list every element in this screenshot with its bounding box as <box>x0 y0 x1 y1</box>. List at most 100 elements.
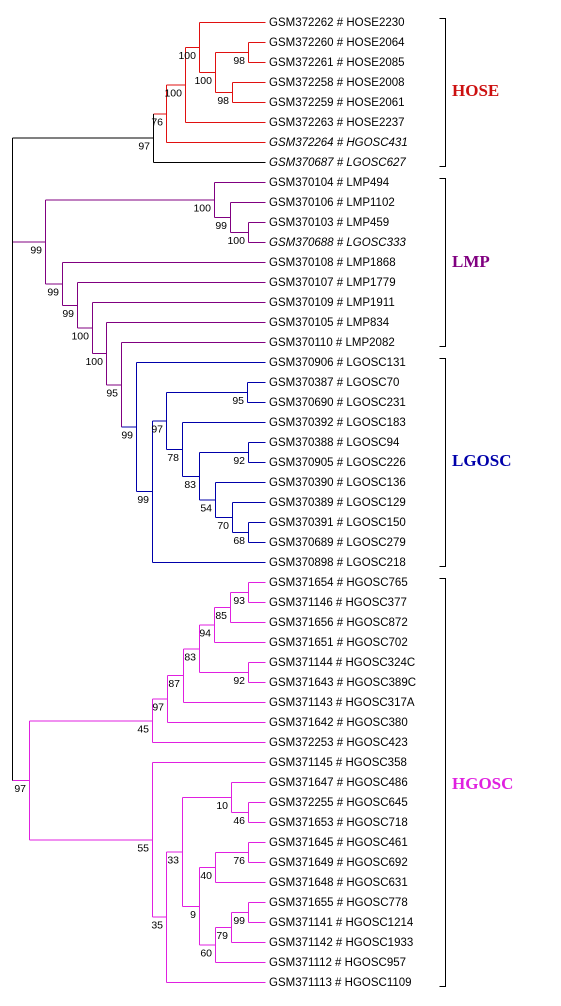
leaf-label: GSM371113 # HGOSC1109 <box>269 977 412 989</box>
leaf-label: GSM372263 # HOSE2237 <box>269 117 405 129</box>
group-label-hgosc: HGOSC <box>452 774 513 793</box>
leaf-label: GSM370105 # LMP834 <box>269 317 390 329</box>
bootstrap-value: 95 <box>106 387 118 399</box>
leaf-label: GSM371649 # HGOSC692 <box>269 857 408 869</box>
leaf-label: GSM371651 # HGOSC702 <box>269 637 408 649</box>
leaf-label: GSM370392 # LGOSC183 <box>269 417 406 429</box>
bootstrap-value: 87 <box>168 678 180 690</box>
leaf-label: GSM371642 # HGOSC380 <box>269 717 408 729</box>
leaf-label: GSM370107 # LMP1779 <box>269 277 396 289</box>
leaf-label: GSM370687 # LGOSC627 <box>269 157 406 169</box>
bootstrap-value: 33 <box>167 854 179 866</box>
leaf-label: GSM372264 # HGOSC431 <box>269 137 408 149</box>
bootstrap-value: 55 <box>137 842 149 854</box>
bootstrap-value: 83 <box>184 651 196 663</box>
leaf-label: GSM371654 # HGOSC765 <box>269 577 408 589</box>
leaf-label: GSM371648 # HGOSC631 <box>269 877 408 889</box>
group-bracket <box>439 358 446 567</box>
bootstrap-value: 54 <box>200 503 212 515</box>
leaf-label: GSM370898 # LGOSC218 <box>269 557 406 569</box>
bootstrap-value: 99 <box>30 244 42 256</box>
group-label-lgosc: LGOSC <box>452 451 512 470</box>
bootstrap-value: 100 <box>227 235 245 247</box>
leaf-label: GSM372258 # HOSE2008 <box>269 77 405 89</box>
leaf-label: GSM370390 # LGOSC136 <box>269 477 406 489</box>
leaf-label: GSM370391 # LGOSC150 <box>269 517 406 529</box>
bootstrap-value: 92 <box>233 455 245 467</box>
bootstrap-value: 100 <box>71 331 89 343</box>
leaf-label: GSM370388 # LGOSC94 <box>269 437 400 449</box>
bootstrap-value: 98 <box>233 55 245 67</box>
group-bracket <box>439 178 446 347</box>
bootstrap-value: 70 <box>217 520 229 532</box>
group-brackets <box>439 18 446 987</box>
leaf-label: GSM370905 # LGOSC226 <box>269 457 406 469</box>
leaf-label: GSM371653 # HGOSC718 <box>269 817 408 829</box>
bootstrap-value: 100 <box>178 50 196 62</box>
bootstrap-value: 97 <box>151 423 163 435</box>
group-label-lmp: LMP <box>452 252 490 271</box>
leaf-label: GSM371656 # HGOSC872 <box>269 617 408 629</box>
bootstrap-value: 100 <box>194 75 212 87</box>
leaf-label: GSM371143 # HGOSC317A <box>269 697 415 709</box>
leaf-label: GSM372261 # HOSE2085 <box>269 57 405 69</box>
bootstrap-value: 100 <box>193 203 211 215</box>
leaf-label: GSM370689 # LGOSC279 <box>269 537 406 549</box>
bootstrap-value: 85 <box>215 610 227 622</box>
leaf-label: GSM371643 # HGOSC389C <box>269 677 416 689</box>
leaf-label: GSM372253 # HGOSC423 <box>269 737 408 749</box>
bootstrap-value: 97 <box>14 783 26 795</box>
leaf-label: GSM370106 # LMP1102 <box>269 197 395 209</box>
bootstrap-value: 100 <box>85 356 103 368</box>
bootstrap-value: 95 <box>232 395 244 407</box>
group-bracket <box>439 578 446 987</box>
leaf-label: GSM370387 # LGOSC70 <box>269 377 399 389</box>
leaf-label: GSM371145 # HGOSC358 <box>269 757 407 769</box>
bootstrap-values: 9776100100100989899100991009999100100959… <box>14 50 245 960</box>
leaf-label: GSM370103 # LMP459 <box>269 217 389 229</box>
bootstrap-value: 40 <box>200 870 212 882</box>
bootstrap-value: 93 <box>233 595 245 607</box>
leaf-label: GSM371142 # HGOSC1933 <box>269 937 413 949</box>
bootstrap-value: 83 <box>184 479 196 491</box>
leaf-label: GSM370110 # LMP2082 <box>269 337 395 349</box>
bootstrap-value: 60 <box>200 948 212 960</box>
group-bracket <box>439 18 446 167</box>
tree-branches <box>12 22 266 983</box>
bootstrap-value: 78 <box>167 452 179 464</box>
bootstrap-value: 68 <box>233 535 245 547</box>
leaf-label: GSM372255 # HGOSC645 <box>269 797 408 809</box>
leaf-label: GSM371645 # HGOSC461 <box>269 837 408 849</box>
leaf-label: GSM371647 # HGOSC486 <box>269 777 408 789</box>
bootstrap-value: 99 <box>47 286 59 298</box>
leaf-label: GSM370109 # LMP1911 <box>269 297 395 309</box>
bootstrap-value: 99 <box>62 308 74 320</box>
bootstrap-value: 100 <box>164 88 182 100</box>
leaf-label: GSM370104 # LMP494 <box>269 177 390 189</box>
leaf-label: GSM370389 # LGOSC129 <box>269 497 406 509</box>
group-label-hose: HOSE <box>452 81 499 100</box>
leaf-labels: GSM372262 # HOSE2230 GSM372260 # HOSE2064… <box>269 17 416 989</box>
group-labels: HOSE LMP LGOSC HGOSC <box>452 81 513 793</box>
bootstrap-value: 76 <box>233 855 245 867</box>
leaf-label: GSM370690 # LGOSC231 <box>269 397 406 409</box>
bootstrap-value: 46 <box>233 815 245 827</box>
bootstrap-value: 97 <box>138 141 150 153</box>
bootstrap-value: 99 <box>121 430 133 442</box>
bootstrap-value: 99 <box>215 220 227 232</box>
leaf-label: GSM371655 # HGOSC778 <box>269 897 408 909</box>
bootstrap-value: 76 <box>151 116 163 128</box>
bootstrap-value: 97 <box>152 702 164 714</box>
leaf-label: GSM370108 # LMP1868 <box>269 257 396 269</box>
bootstrap-value: 99 <box>233 915 245 927</box>
bootstrap-value: 45 <box>137 723 149 735</box>
leaf-label: GSM370688 # LGOSC333 <box>269 237 406 249</box>
leaf-label: GSM372260 # HOSE2064 <box>269 37 405 49</box>
leaf-label: GSM372259 # HOSE2061 <box>269 97 405 109</box>
leaf-label: GSM371112 # HGOSC957 <box>269 957 406 969</box>
leaf-label: GSM371144 # HGOSC324C <box>269 657 415 669</box>
leaf-label: GSM371141 # HGOSC1214 <box>269 917 414 929</box>
bootstrap-value: 94 <box>199 628 211 640</box>
leaf-label: GSM370906 # LGOSC131 <box>269 357 406 369</box>
